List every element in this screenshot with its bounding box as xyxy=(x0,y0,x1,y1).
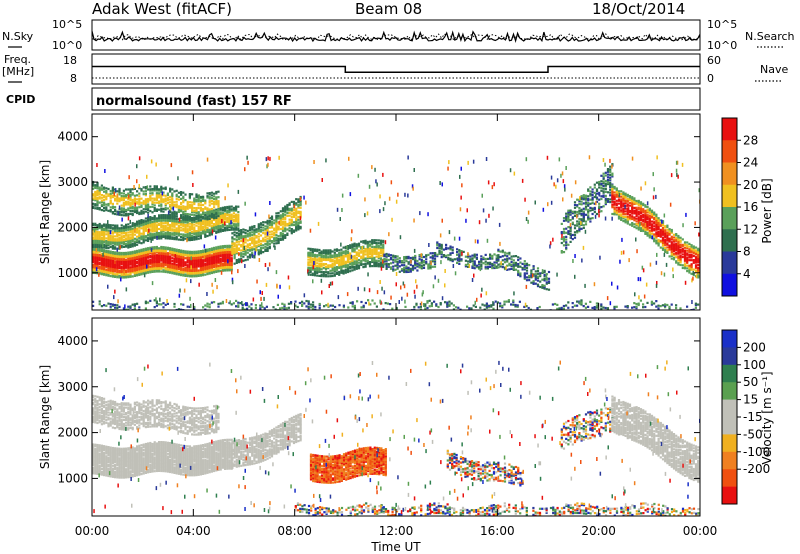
nsky-label: N.Sky xyxy=(2,30,34,43)
freq-line xyxy=(92,65,700,74)
station-title: Adak West (fitACF) xyxy=(92,0,232,18)
nsearch-tick-high: 10^5 xyxy=(707,18,737,31)
velocity-y-axis: 1000 2000 3000 4000 xyxy=(57,334,700,485)
nsearch-label: N.Search xyxy=(745,30,795,43)
freq-label: Freq. xyxy=(4,53,31,66)
colorbar-cell xyxy=(722,451,737,470)
x-tick-label: 04:00 xyxy=(176,524,211,538)
power-y-axis: 1000 2000 3000 4000 xyxy=(57,130,700,280)
freq-series xyxy=(92,65,700,79)
x-tick-label: 20:00 xyxy=(581,524,616,538)
colorbar-cell xyxy=(722,434,737,453)
colorbar-tick-label: 20 xyxy=(743,178,758,192)
nsky-line xyxy=(91,30,701,43)
y-tick-label: 1000 xyxy=(57,471,88,485)
colorbar-cell xyxy=(722,330,737,348)
cpid-panel xyxy=(91,87,701,111)
colorbar-tick-label: 50 xyxy=(743,375,758,389)
colorbar-cell xyxy=(722,486,737,505)
colorbar-cell xyxy=(722,162,737,186)
colorbar-tick-label: 100 xyxy=(743,358,766,372)
colorbar-tick-label: -100 xyxy=(743,445,770,459)
y-tick-label: 2000 xyxy=(57,426,88,440)
power-heatmap xyxy=(92,155,700,310)
power-colorbar-label: Power [dB] xyxy=(760,178,774,243)
colorbar-cell xyxy=(722,251,737,275)
colorbar-cell xyxy=(722,399,737,418)
colorbar-tick-label: -200 xyxy=(743,462,770,476)
power-ylabel: Slant Range [km] xyxy=(38,160,52,264)
colorbar-tick-label: 4 xyxy=(743,267,751,281)
colorbar-cell xyxy=(722,184,737,208)
freq-unit-label: [MHz] xyxy=(2,65,34,78)
nsearch-line xyxy=(91,33,701,41)
y-tick-label: 2000 xyxy=(57,220,88,234)
y-tick-label: 1000 xyxy=(57,266,88,280)
colorbar-cell xyxy=(722,364,737,383)
cpid-text: normalsound (fast) 157 RF xyxy=(96,94,292,109)
y-tick-label: 4000 xyxy=(57,130,88,144)
velocity-colorbar-label: Velocity [m s⁻¹] xyxy=(760,371,774,464)
colorbar-tick-label: 15 xyxy=(743,393,758,407)
colorbar-cell xyxy=(722,382,737,400)
nsky-tick-low: 10^0 xyxy=(52,39,82,52)
colorbar-cell xyxy=(722,118,737,141)
colorbar-tick-label: 200 xyxy=(743,340,766,354)
colorbar-tick-label: 8 xyxy=(743,245,751,259)
nave-label: Nave xyxy=(760,63,788,76)
x-tick-label: 16:00 xyxy=(480,524,515,538)
y-tick-label: 4000 xyxy=(57,334,88,348)
y-tick-label: 3000 xyxy=(57,380,88,394)
velocity-x-axis: 00:00 04:00 08:00 12:00 16:00 20:00 00:00 xyxy=(75,318,718,538)
x-tick-label: 08:00 xyxy=(277,524,312,538)
cpid-label: CPID xyxy=(6,93,35,106)
colorbar-cell xyxy=(722,347,737,366)
nsky-tick-high: 10^5 xyxy=(52,18,82,31)
nsearch-tick-low: 10^0 xyxy=(707,39,737,52)
colorbar-tick-label: 16 xyxy=(743,200,758,214)
freq-tick-8: 8 xyxy=(70,72,77,85)
x-tick-label: 00:00 xyxy=(683,524,718,538)
velocity-ylabel: Slant Range [km] xyxy=(38,365,52,469)
colorbar-cell xyxy=(722,207,737,230)
colorbar-cell xyxy=(722,140,737,163)
nave-tick-60: 60 xyxy=(707,54,721,67)
x-tick-label: 00:00 xyxy=(75,524,110,538)
power-panel: 1000 2000 3000 4000 Slant Range [km] xyxy=(38,113,701,311)
y-tick-label: 3000 xyxy=(57,175,88,189)
colorbar-tick-label: -15 xyxy=(743,410,763,424)
velocity-panel: 1000 2000 3000 4000 00:00 04:00 08:00 12:00 16:… xyxy=(38,317,718,554)
colorbar-cell xyxy=(722,469,737,487)
colorbar-tick-label: -50 xyxy=(743,427,763,441)
colorbar-cell xyxy=(722,417,737,435)
colorbar-tick-label: 12 xyxy=(743,222,758,236)
colorbar-cell xyxy=(722,273,737,297)
nave-tick-0: 0 xyxy=(707,72,714,85)
power-colorbar: 28 24 20 16 12 8 4 xyxy=(721,117,758,297)
x-axis-label: Time UT xyxy=(370,540,421,554)
noise-series xyxy=(91,30,701,43)
power-x-ticks xyxy=(91,114,701,310)
freq-tick-18: 18 xyxy=(63,54,77,67)
frequency-panel: Freq. [MHz] 18 8 60 0 Nave xyxy=(2,53,788,85)
velocity-heatmap xyxy=(92,360,700,516)
colorbar-tick-label: 28 xyxy=(743,133,758,147)
noise-panel: N.Sky 10^5 10^0 10^5 10^0 N.Search xyxy=(2,18,795,52)
colorbar-cell xyxy=(722,229,737,252)
x-tick-label: 12:00 xyxy=(379,524,414,538)
colorbar-tick-label: 24 xyxy=(743,156,758,170)
beam-title: Beam 08 xyxy=(355,0,422,18)
velocity-colorbar: 200 100 50 15 -15 -50 -100 -200 xyxy=(721,329,770,505)
date-title: 18/Oct/2014 xyxy=(592,0,685,18)
